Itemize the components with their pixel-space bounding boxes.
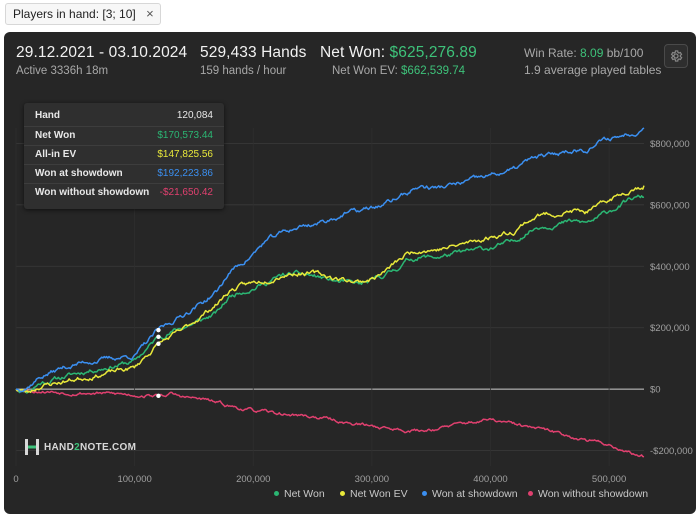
- tooltip-hand-row: Hand 120,084: [35, 107, 213, 125]
- legend-item-net-won[interactable]: Net Won: [274, 488, 325, 500]
- logo-text-part1: HAND: [44, 441, 75, 453]
- tooltip-row-value: $170,573.44: [157, 130, 213, 141]
- win-rate-stat: Win Rate: 8.09 bb/100 1.9 average played…: [524, 46, 661, 77]
- net-won-ev-label: Net Won EV:: [332, 65, 402, 77]
- tooltip-row: Won without showdown -$21,650.42: [35, 184, 213, 202]
- tooltip-row-value: $192,223.86: [157, 168, 213, 179]
- tooltip-divider: [24, 183, 224, 184]
- tooltip-row-label: Net Won: [35, 130, 76, 141]
- filter-chip-players[interactable]: Players in hand: [3; 10] ×: [5, 3, 161, 25]
- hands-rate: 159 hands / hour: [200, 65, 287, 77]
- tooltip-row-value: $147,825.56: [157, 149, 213, 160]
- tooltip-row-label: All-in EV: [35, 149, 77, 160]
- net-won-value: $625,276.89: [389, 44, 477, 61]
- logo-icon: [25, 439, 39, 455]
- legend-item-net-won-ev[interactable]: Net Won EV: [340, 488, 408, 500]
- tooltip-row-value: -$21,650.42: [159, 187, 213, 198]
- hand2note-logo: HAND2NOTE.COM: [24, 437, 136, 457]
- x-tick-label: 200,000: [236, 474, 270, 485]
- tooltip-row-label: Won at showdown: [35, 168, 123, 179]
- y-tick-label: -$200,000: [650, 446, 693, 457]
- logo-text: HAND2NOTE.COM: [44, 442, 136, 453]
- filter-chip-label: Players in hand: [3; 10]: [13, 7, 136, 21]
- win-rate-label: Win Rate:: [524, 46, 581, 60]
- tooltip-divider: [24, 164, 224, 165]
- hands-stat: 529,433 Hands 159 hands / hour: [200, 44, 306, 77]
- tooltip-row: Won at showdown $192,223.86: [35, 165, 213, 183]
- close-icon[interactable]: ×: [146, 6, 154, 21]
- legend-dot: [528, 490, 533, 496]
- active-time: Active 3336h 18m: [16, 65, 109, 77]
- hover-marker: [156, 393, 161, 399]
- y-tick-label: $0: [650, 385, 661, 396]
- win-rate-value: 8.09: [580, 46, 604, 60]
- legend-label: Won without showdown: [538, 488, 649, 500]
- series-line: [15, 127, 645, 393]
- legend-item-won-without-showdown[interactable]: Won without showdown: [528, 488, 648, 500]
- chart-legend: Net Won Net Won EV Won at showdown Won w…: [4, 488, 696, 504]
- hover-tooltip: Hand 120,084 Net Won $170,573.44 All-in …: [24, 103, 224, 209]
- profit-chart[interactable]: $800,000 $600,000 $400,000 $200,000 $0 -$200,…: [4, 32, 696, 514]
- legend-dot: [422, 490, 427, 496]
- x-tick-label: 300,000: [355, 474, 389, 485]
- gear-icon: [670, 50, 683, 62]
- win-rate-unit: bb/100: [603, 46, 644, 60]
- avg-tables: 1.9 average played tables: [524, 63, 662, 77]
- y-tick-label: $800,000: [650, 139, 690, 150]
- x-tick-label: 400,000: [473, 474, 507, 485]
- legend-item-won-at-showdown[interactable]: Won at showdown: [422, 488, 518, 500]
- series-line: [15, 194, 645, 394]
- tooltip-divider: [24, 145, 224, 146]
- date-range: 29.12.2021 - 03.10.2024: [16, 44, 188, 61]
- hands-count: 529,433 Hands: [200, 44, 307, 61]
- net-won-label: Net Won:: [320, 44, 390, 61]
- graph-panel: 29.12.2021 - 03.10.2024 Active 3336h 18m…: [4, 32, 696, 514]
- filter-bar: Players in hand: [3; 10] ×: [0, 0, 700, 28]
- legend-label: Won at showdown: [432, 488, 518, 500]
- legend-dot: [274, 490, 279, 496]
- net-won-stat: Net Won: $625,276.89 Net Won EV: $662,53…: [320, 44, 477, 77]
- series-line: [15, 388, 645, 458]
- hover-marker: [156, 341, 161, 346]
- x-tick-label: 0: [13, 474, 18, 485]
- logo-text-part2: 2: [74, 441, 80, 453]
- legend-dot: [340, 490, 345, 496]
- x-tick-label: 100,000: [117, 474, 151, 485]
- tooltip-row-label: Won without showdown: [35, 187, 150, 198]
- tooltip-hand-value: 120,084: [176, 110, 213, 121]
- settings-button[interactable]: [664, 44, 688, 68]
- hover-marker: [156, 327, 161, 333]
- y-tick-label: $400,000: [650, 262, 690, 273]
- y-tick-label: $200,000: [650, 323, 690, 334]
- tooltip-row: All-in EV $147,825.56: [35, 146, 213, 164]
- legend-label: Net Won EV: [350, 488, 408, 500]
- logo-text-part3: NOTE.COM: [79, 441, 137, 453]
- x-tick-label: 500,000: [592, 474, 626, 485]
- tooltip-hand-label: Hand: [35, 110, 60, 121]
- y-tick-label: $600,000: [650, 200, 690, 211]
- net-won-ev-value: $662,539.74: [401, 65, 465, 77]
- hover-marker: [156, 334, 161, 339]
- legend-label: Net Won: [284, 488, 325, 500]
- series-line: [15, 185, 645, 394]
- tooltip-divider: [24, 126, 224, 127]
- date-stat: 29.12.2021 - 03.10.2024 Active 3336h 18m: [16, 44, 187, 77]
- tooltip-row: Net Won $170,573.44: [35, 127, 213, 145]
